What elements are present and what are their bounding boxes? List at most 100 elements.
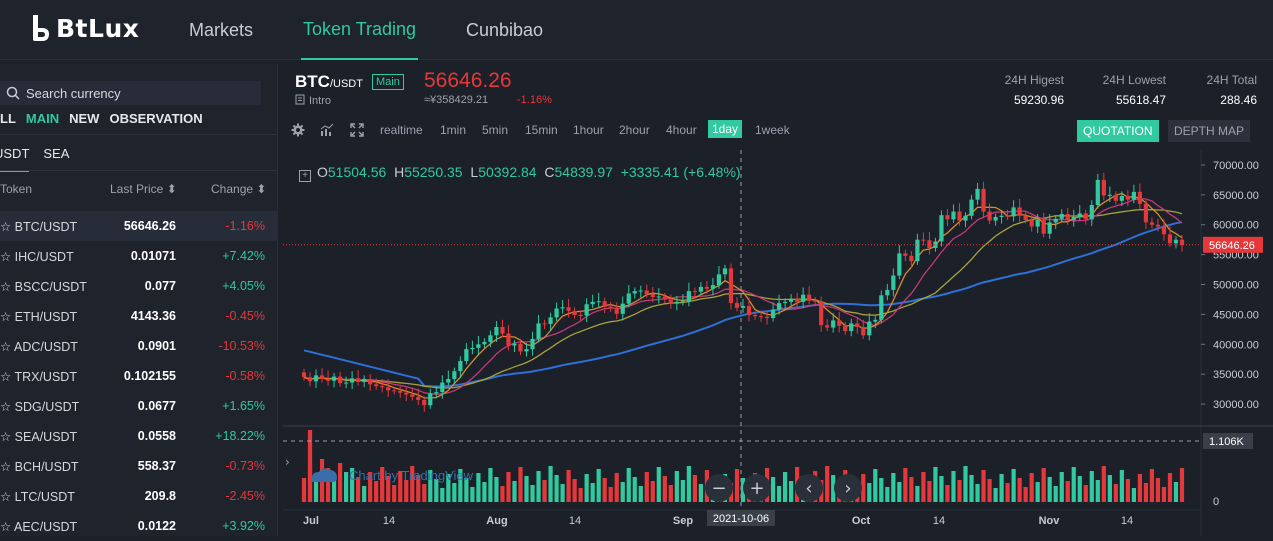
interval-1min[interactable]: 1min: [440, 123, 467, 137]
candle-body[interactable]: [548, 317, 553, 324]
candle-body[interactable]: [819, 301, 824, 326]
candle-body[interactable]: [999, 215, 1004, 217]
candle-body[interactable]: [1179, 239, 1185, 246]
token-row[interactable]: ☆ ADC/USDT 0.0901 -10.53%: [0, 331, 278, 361]
candle-body[interactable]: [596, 301, 601, 303]
candle-body[interactable]: [1047, 222, 1052, 234]
tab-usdt[interactable]: USDT: [0, 146, 30, 172]
candle-body[interactable]: [1149, 222, 1155, 225]
candle-body[interactable]: [993, 216, 998, 221]
candle-body[interactable]: [1155, 224, 1161, 227]
candle-body[interactable]: [1059, 213, 1064, 219]
scroll-left-button[interactable]: [795, 474, 823, 502]
candle-body[interactable]: [873, 319, 878, 322]
candle-body[interactable]: [1017, 207, 1022, 216]
candle-body[interactable]: [506, 333, 511, 346]
candle-body[interactable]: [885, 289, 890, 296]
candle-body[interactable]: [1041, 219, 1046, 234]
candle-body[interactable]: [518, 343, 523, 352]
nav-cunbibao[interactable]: Cunbibao: [466, 19, 544, 40]
candle-body[interactable]: [801, 294, 806, 302]
candle-body[interactable]: [325, 378, 331, 381]
candle-body[interactable]: [1083, 213, 1088, 220]
candle-body[interactable]: [680, 301, 685, 303]
candle-body[interactable]: [404, 392, 409, 395]
candle-body[interactable]: [728, 268, 734, 304]
candle-body[interactable]: [458, 361, 463, 372]
candle-body[interactable]: [440, 382, 445, 393]
interval-4hour[interactable]: 4hour: [666, 123, 697, 137]
candle-body[interactable]: [909, 255, 914, 262]
candlestick-chart-svg[interactable]: 70000.0065000.0060000.0055000.0050000.00…: [283, 150, 1273, 536]
candle-body[interactable]: [428, 393, 433, 406]
candle-body[interactable]: [374, 384, 379, 387]
candle-body[interactable]: [476, 344, 481, 348]
candle-body[interactable]: [1173, 239, 1179, 244]
candle-body[interactable]: [1053, 218, 1058, 223]
candle-body[interactable]: [939, 215, 944, 242]
plus-icon[interactable]: +: [299, 170, 311, 182]
token-row[interactable]: ☆ SEA/USDT 0.0558 +18.22%: [0, 421, 278, 451]
candle-body[interactable]: [861, 326, 866, 336]
candle-body[interactable]: [825, 325, 830, 328]
zoom-in-icon[interactable]: +: [749, 478, 764, 499]
candle-body[interactable]: [1011, 207, 1016, 217]
interval-realtime[interactable]: realtime: [380, 123, 423, 137]
candle-body[interactable]: [482, 341, 487, 345]
candle-body[interactable]: [530, 338, 535, 350]
candle-body[interactable]: [975, 188, 980, 200]
candle-body[interactable]: [1089, 205, 1094, 220]
candle-body[interactable]: [392, 390, 397, 392]
candle-body[interactable]: [1137, 191, 1143, 204]
candle-body[interactable]: [512, 343, 517, 346]
candle-body[interactable]: [319, 375, 325, 379]
candle-body[interactable]: [542, 323, 547, 325]
candle-body[interactable]: [782, 301, 788, 304]
tab-sea[interactable]: SEA: [43, 146, 70, 161]
candle-body[interactable]: [698, 286, 704, 292]
candle-body[interactable]: [590, 301, 595, 305]
candle-body[interactable]: [813, 300, 818, 302]
token-row[interactable]: ☆ ETH/USDT 4143.36 -0.45%: [0, 301, 278, 331]
candle-body[interactable]: [608, 306, 613, 309]
candle-body[interactable]: [386, 387, 391, 391]
candle-body[interactable]: [789, 298, 794, 302]
token-row[interactable]: ☆ TRX/USDT 0.102155 -0.58%: [0, 361, 278, 391]
candle-body[interactable]: [313, 375, 319, 382]
token-row[interactable]: ☆ BCH/USDT 558.37 -0.73%: [0, 451, 278, 481]
candle-body[interactable]: [867, 321, 872, 336]
interval-1day[interactable]: 1day: [708, 120, 743, 138]
token-row[interactable]: ☆ LTC/USDT 209.8 -2.45%: [0, 481, 278, 511]
candle-body[interactable]: [584, 304, 589, 316]
nav-token-trading[interactable]: Token Trading: [301, 0, 419, 60]
candle-body[interactable]: [626, 293, 631, 304]
candle-body[interactable]: [1107, 194, 1112, 196]
candle-body[interactable]: [903, 253, 908, 256]
candle-body[interactable]: [1077, 213, 1082, 217]
candle-body[interactable]: [368, 378, 373, 385]
candle-body[interactable]: [987, 211, 992, 221]
candle-body[interactable]: [362, 378, 367, 382]
candle-body[interactable]: [843, 325, 848, 332]
tab-all[interactable]: LL: [0, 111, 16, 126]
candle-body[interactable]: [452, 371, 457, 379]
candle-body[interactable]: [422, 399, 427, 406]
candle-body[interactable]: [981, 188, 986, 212]
candle-body[interactable]: [957, 211, 962, 221]
tab-new[interactable]: NEW: [69, 111, 100, 126]
candle-body[interactable]: [674, 301, 679, 304]
candle-body[interactable]: [650, 294, 655, 298]
candle-body[interactable]: [620, 303, 625, 314]
candle-body[interactable]: [578, 315, 583, 317]
candle-body[interactable]: [614, 308, 619, 314]
candle-body[interactable]: [1161, 226, 1167, 235]
token-row[interactable]: ☆ AEC/USDT 0.0122 +3.92%: [0, 511, 278, 541]
candle-body[interactable]: [752, 315, 758, 317]
candle-body[interactable]: [807, 294, 812, 301]
candle-body[interactable]: [337, 376, 343, 384]
candle-body[interactable]: [746, 306, 752, 316]
candle-body[interactable]: [1095, 179, 1100, 206]
candle-body[interactable]: [560, 307, 565, 309]
candle-body[interactable]: [915, 239, 920, 262]
candle-body[interactable]: [662, 296, 667, 300]
